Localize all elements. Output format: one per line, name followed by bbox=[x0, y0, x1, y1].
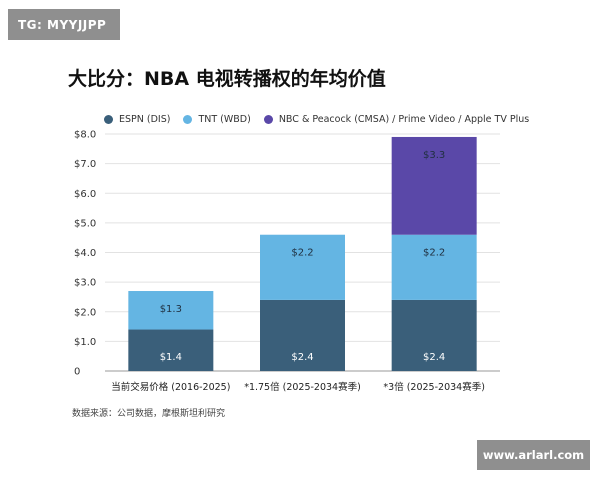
x-tick-label: 当前交易价格 (2016-2025) bbox=[111, 381, 230, 393]
y-tick-label: $7.0 bbox=[74, 159, 96, 170]
legend-label-espn: ESPN (DIS) bbox=[119, 114, 171, 125]
y-tick-label: 0 bbox=[74, 367, 80, 378]
bar-data-label: $2.4 bbox=[423, 352, 445, 363]
chart-title: 大比分：NBA 电视转播权的年均价值 bbox=[68, 68, 386, 90]
y-tick-label: $5.0 bbox=[74, 218, 96, 229]
bar-data-label: $1.3 bbox=[160, 304, 182, 315]
legend-label-new: NBC & Peacock (CMSA) / Prime Video / App… bbox=[278, 114, 530, 125]
x-tick-label: *3倍 (2025-2034赛季) bbox=[383, 381, 485, 393]
bar-segment bbox=[391, 299, 477, 371]
bar-data-label: $2.2 bbox=[423, 248, 445, 259]
y-tick-label: $1.0 bbox=[74, 337, 96, 348]
y-tick-label: $8.0 bbox=[74, 130, 96, 141]
bar-data-label: $3.3 bbox=[423, 150, 445, 161]
bar-data-label: $2.4 bbox=[291, 352, 313, 363]
legend-swatch-tnt bbox=[183, 115, 193, 124]
y-tick-label: $2.0 bbox=[74, 307, 96, 318]
bar-data-label: $2.2 bbox=[291, 248, 313, 259]
legend-item-espn: ESPN (DIS) bbox=[104, 114, 170, 125]
bar-segment bbox=[391, 136, 477, 235]
y-tick-label: $4.0 bbox=[74, 248, 96, 259]
legend-swatch-new bbox=[263, 115, 273, 124]
y-tick-label: $6.0 bbox=[74, 189, 96, 200]
bar-segment bbox=[260, 299, 345, 371]
bar-segment bbox=[260, 234, 345, 300]
legend: ESPN (DIS) TNT (WBD) NBC & Peacock (CMSA… bbox=[104, 114, 542, 125]
legend-label-tnt: TNT (WBD) bbox=[198, 114, 251, 125]
watermark-top: TG: MYYJJPP bbox=[8, 9, 120, 40]
x-tick-label: *1.75倍 (2025-2034赛季) bbox=[244, 381, 361, 393]
legend-swatch-espn bbox=[104, 115, 113, 124]
bar-segment bbox=[128, 291, 214, 330]
bar-segment bbox=[128, 329, 214, 371]
watermark-bottom: www.arlarl.com bbox=[477, 440, 590, 470]
y-tick-label: $3.0 bbox=[74, 278, 96, 289]
bar-data-label: $1.4 bbox=[160, 352, 182, 363]
bar-segment bbox=[391, 234, 477, 300]
legend-item-tnt: TNT (WBD) bbox=[183, 114, 251, 125]
legend-item-new: NBC & Peacock (CMSA) / Prime Video / App… bbox=[263, 114, 530, 125]
source-note: 数据来源：公司数据，摩根斯坦利研究 bbox=[72, 409, 226, 419]
